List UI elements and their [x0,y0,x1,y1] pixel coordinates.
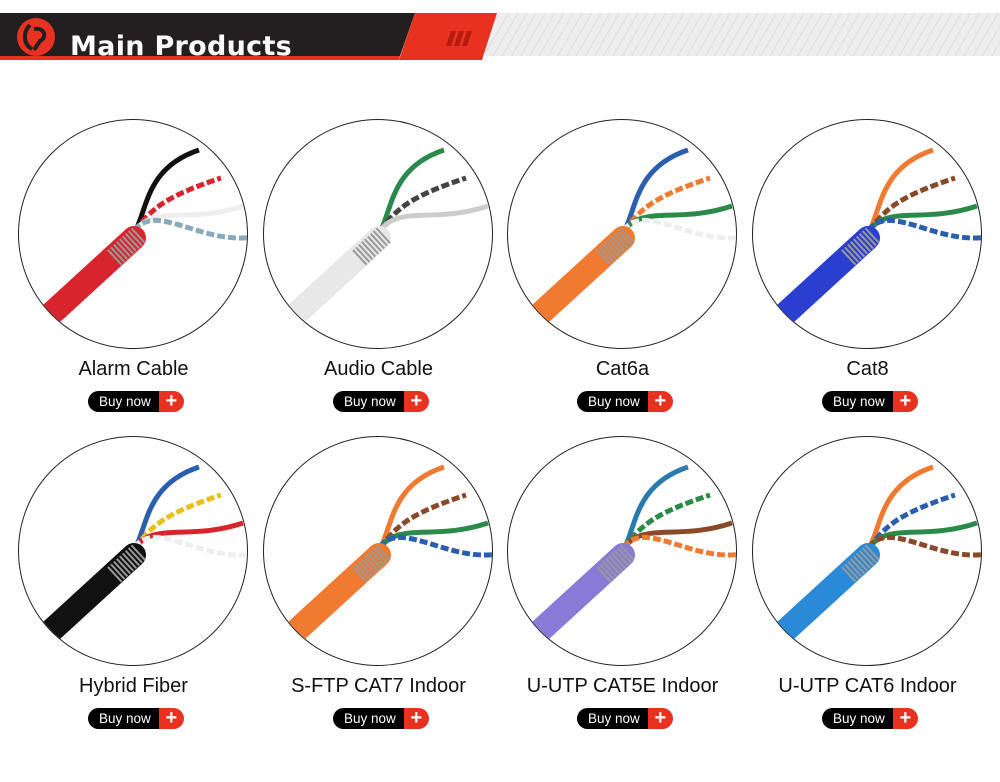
product-card[interactable]: Cat8 Buy now + [745,119,990,419]
plus-icon: + [158,708,184,729]
plus-icon: + [647,708,673,729]
buy-now-button[interactable]: Buy now + [88,391,184,412]
product-card[interactable]: U-UTP CAT6 Indoor Buy now + [745,436,990,736]
product-name[interactable]: Cat8 [846,358,889,380]
buy-now-label: Buy now [577,391,648,412]
product-card[interactable]: U-UTP CAT5E Indoor Buy now + [500,436,745,736]
plus-icon: + [403,391,429,412]
buy-now-label: Buy now [577,708,648,729]
product-name[interactable]: U-UTP CAT5E Indoor [526,675,719,697]
product-image[interactable] [507,436,737,666]
buy-now-label: Buy now [822,708,893,729]
buy-now-label: Buy now [88,391,159,412]
plus-icon: + [403,708,429,729]
buy-now-button[interactable]: Buy now + [822,391,918,412]
product-name[interactable]: U-UTP CAT6 Indoor [778,675,957,697]
product-image[interactable] [263,119,493,349]
product-name[interactable]: Hybrid Fiber [79,675,188,697]
section-header: Main Products [0,13,1000,62]
product-image[interactable] [507,119,737,349]
buy-now-button[interactable]: Buy now + [333,391,429,412]
buy-now-button[interactable]: Buy now + [822,708,918,729]
product-image[interactable] [752,436,982,666]
page-title: Main Products [70,31,293,62]
product-card[interactable]: Cat6a Buy now + [500,119,745,419]
plus-icon: + [892,708,918,729]
buy-now-button[interactable]: Buy now + [88,708,184,729]
product-image[interactable] [18,436,248,666]
header-banner [0,13,1000,60]
buy-now-label: Buy now [333,391,404,412]
plus-icon: + [892,391,918,412]
buy-now-label: Buy now [822,391,893,412]
product-image[interactable] [18,119,248,349]
brand-logo [17,18,55,56]
product-name[interactable]: Audio Cable [324,358,433,380]
product-card[interactable]: Audio Cable Buy now + [256,119,501,419]
buy-now-button[interactable]: Buy now + [333,708,429,729]
buy-now-button[interactable]: Buy now + [577,708,673,729]
buy-now-button[interactable]: Buy now + [577,391,673,412]
product-card[interactable]: S-FTP CAT7 Indoor Buy now + [256,436,501,736]
product-image[interactable] [752,119,982,349]
product-name[interactable]: S-FTP CAT7 Indoor [291,675,466,697]
plus-icon: + [158,391,184,412]
buy-now-label: Buy now [88,708,159,729]
product-image[interactable] [263,436,493,666]
buy-now-label: Buy now [333,708,404,729]
product-name[interactable]: Cat6a [595,358,650,380]
product-name[interactable]: Alarm Cable [78,358,189,380]
product-card[interactable]: Alarm Cable Buy now + [11,119,256,419]
plus-icon: + [647,391,673,412]
product-card[interactable]: Hybrid Fiber Buy now + [11,436,256,736]
